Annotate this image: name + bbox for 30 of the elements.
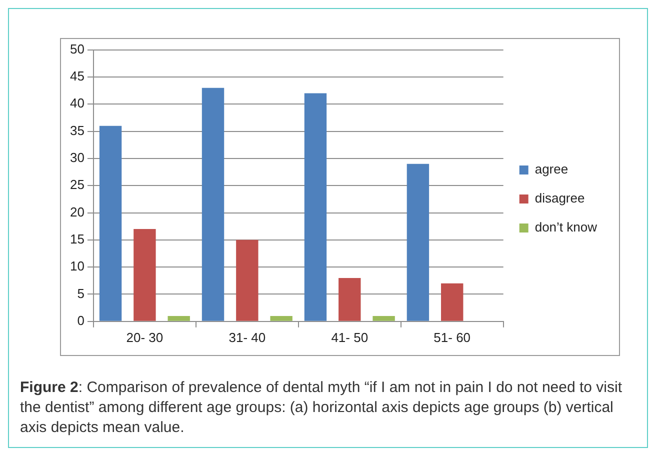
bar bbox=[406, 164, 430, 321]
y-tick-label: 35 bbox=[70, 122, 84, 138]
y-tick-label: 40 bbox=[70, 96, 84, 111]
y-tick-label: 15 bbox=[70, 232, 84, 246]
y-tick-label: 30 bbox=[70, 150, 84, 166]
x-tick-label: 51- 60 bbox=[434, 330, 471, 345]
legend-label: disagree bbox=[534, 190, 585, 206]
y-tick-label: 25 bbox=[70, 177, 84, 192]
y-tick-label: 5 bbox=[77, 286, 84, 301]
bar bbox=[372, 316, 395, 321]
y-tick-label: 20 bbox=[70, 204, 84, 220]
bar bbox=[270, 316, 292, 321]
bar bbox=[338, 278, 361, 321]
y-tick-label: 0 bbox=[77, 312, 84, 328]
bar bbox=[99, 126, 122, 321]
legend-label: don’t know bbox=[534, 220, 598, 235]
x-tick-label: 41- 50 bbox=[331, 330, 368, 345]
caption: Figure 2: Comparison of prevalence of dental myth “if I am not in pain I do not need to visit the dentist” among different age groups: (a) horizontal axis depicts age groups (b) vertical axis depicts mean value. bbox=[20, 378, 623, 438]
bar bbox=[202, 88, 224, 321]
x-tick-label: 31- 40 bbox=[228, 330, 266, 345]
bar bbox=[168, 316, 190, 321]
legend-label: agree bbox=[534, 162, 568, 177]
bar bbox=[304, 93, 327, 321]
bar bbox=[134, 229, 156, 321]
bar bbox=[441, 283, 464, 321]
x-tick-label: 20- 30 bbox=[126, 330, 164, 345]
y-tick-label: 45 bbox=[70, 68, 84, 84]
y-tick-label: 50 bbox=[70, 41, 84, 56]
y-tick-label: 10 bbox=[70, 258, 84, 274]
bar bbox=[236, 240, 258, 321]
